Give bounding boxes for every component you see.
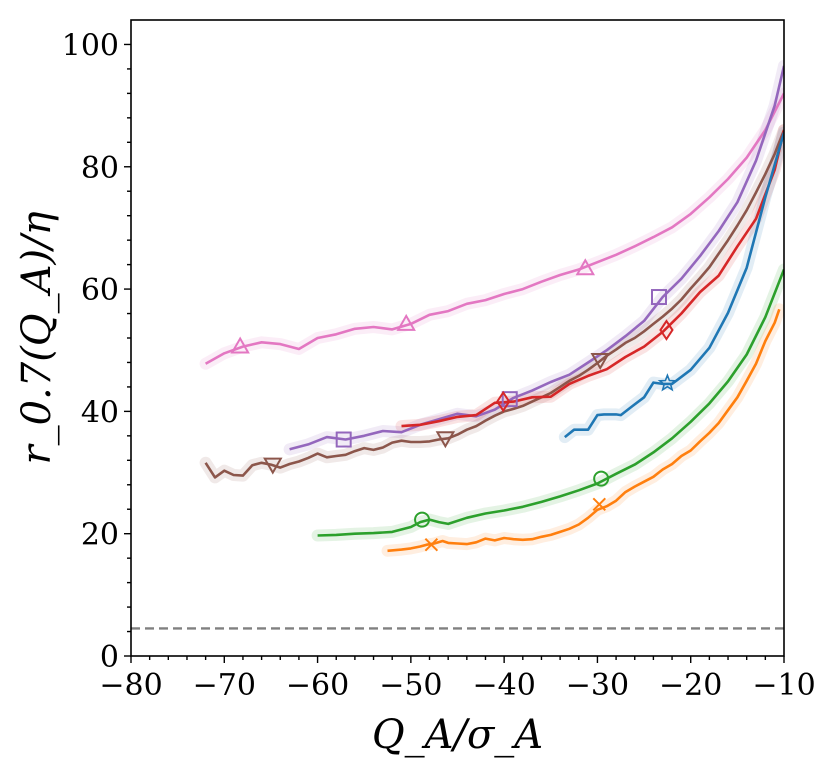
y-tick-label: 60 — [81, 273, 119, 308]
y-tick-label: 20 — [81, 518, 119, 553]
axis-labels: Q_A/σ_A r_0.7(Q_A)/η — [14, 211, 543, 758]
marker-green-circle-1 — [593, 470, 610, 487]
plot-frame — [130, 19, 785, 657]
x-axis-label: Q_A/σ_A — [372, 712, 543, 758]
marker-purple-square-0 — [335, 431, 352, 448]
marker-brown-triangle-down-1 — [435, 431, 456, 449]
x-tick-label: −20 — [659, 668, 722, 703]
y-axis-label: r_0.7(Q_A)/η — [14, 211, 60, 464]
x-tick-label: −80 — [99, 668, 162, 703]
x-tick-label: −70 — [193, 668, 256, 703]
x-tick-label: −40 — [472, 668, 535, 703]
marker-red-diamond-1 — [659, 319, 674, 341]
series-line-purple-square — [289, 65, 784, 451]
axes: −80 −70 −60 −50 −40 −30 −20 −10 0 20 40 60 80 100 — [62, 19, 816, 703]
series-line-red-diamond — [401, 129, 784, 428]
x-tick-label: −30 — [566, 668, 629, 703]
marker-brown-triangle-down-0 — [263, 457, 283, 475]
marker-blue-star-0 — [657, 373, 678, 392]
series-line-pink-triangle-up — [204, 92, 784, 365]
marker-red-diamond-0 — [496, 390, 511, 413]
y-tick-label: 100 — [62, 28, 119, 63]
series-line-brown-triangle-down — [204, 129, 784, 479]
y-tick-label: 80 — [81, 151, 119, 186]
series-line-blue-star — [563, 132, 784, 439]
series-line-green-circle — [317, 269, 784, 537]
marker-purple-square-1 — [501, 391, 518, 408]
marker-pink-triangle-up-1 — [396, 313, 416, 331]
series-line-orange-x — [387, 308, 781, 553]
marker-orange-x-0 — [424, 537, 439, 552]
series-markers — [230, 258, 678, 552]
marker-purple-square-2 — [650, 289, 667, 306]
marker-brown-triangle-down-2 — [590, 353, 610, 371]
y-tick-label: 0 — [100, 640, 119, 675]
x-tick-label: −10 — [752, 668, 815, 703]
marker-orange-x-1 — [592, 497, 607, 512]
series-lines — [204, 65, 784, 553]
x-tick-label: −50 — [379, 668, 442, 703]
marker-pink-triangle-up-2 — [575, 258, 596, 276]
confidence-band-pink-triangle-up — [199, 87, 784, 370]
y-tick-label: 40 — [81, 395, 119, 430]
x-tick-label: −60 — [286, 668, 349, 703]
marker-pink-triangle-up-0 — [230, 336, 250, 354]
marker-green-circle-0 — [414, 511, 431, 528]
confidence-bands — [199, 59, 784, 557]
